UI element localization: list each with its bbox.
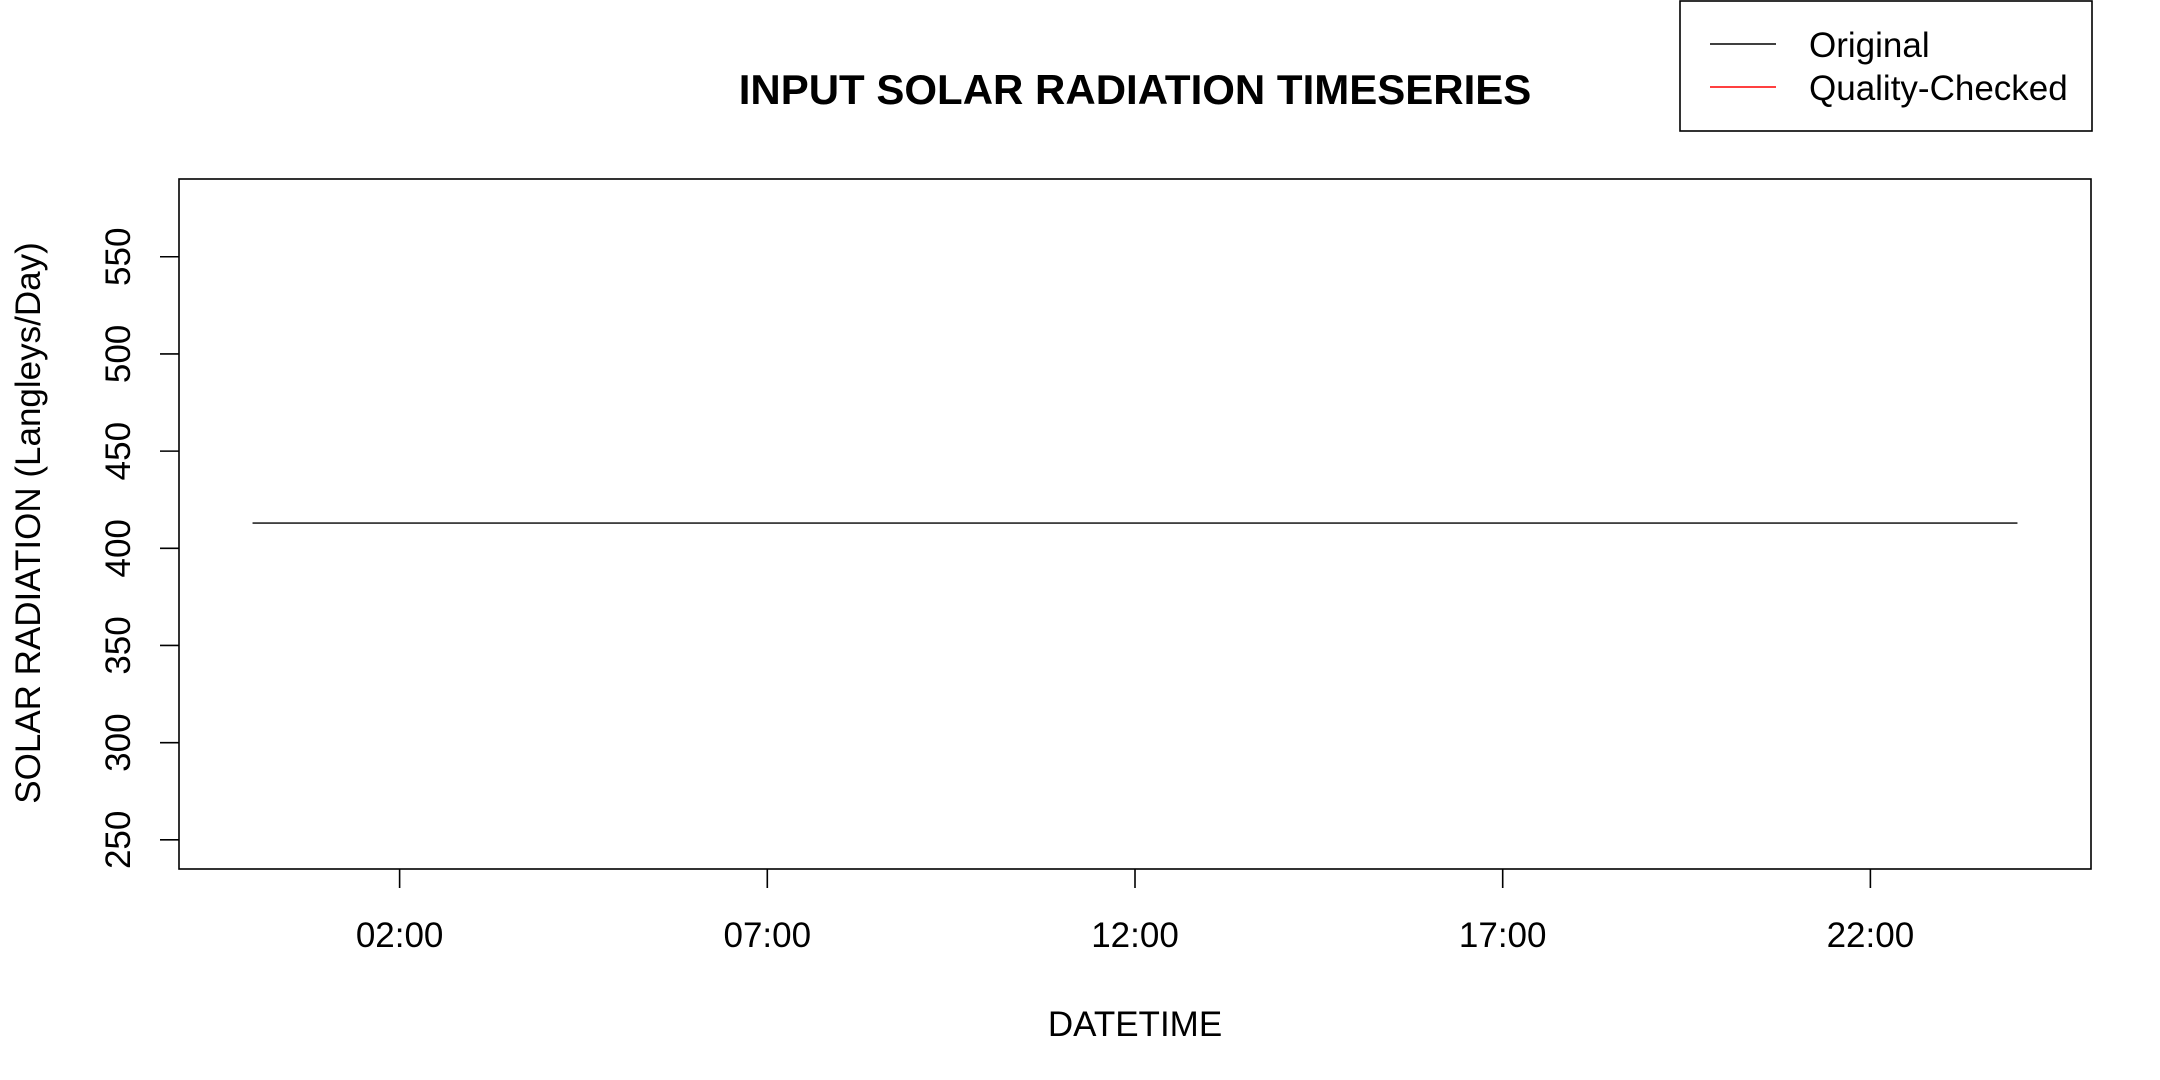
chart-title: INPUT SOLAR RADIATION TIMESERIES xyxy=(739,66,1532,113)
y-tick-label: 450 xyxy=(99,422,138,480)
x-tick-label: 12:00 xyxy=(1091,916,1179,955)
y-axis: 250 300 350 400 450 500 550 xyxy=(99,228,179,869)
legend-box xyxy=(1679,0,2093,132)
y-tick-label: 500 xyxy=(99,325,138,383)
x-tick-label: 22:00 xyxy=(1827,916,1915,955)
x-axis: 02:00 07:00 12:00 17:00 22:00 xyxy=(356,869,1914,955)
y-axis-label: SOLAR RADIATION (Langleys/Day) xyxy=(9,242,48,803)
x-axis-label: DATETIME xyxy=(1048,1005,1222,1044)
x-tick-label: 02:00 xyxy=(356,916,444,955)
plot-area xyxy=(178,178,2092,870)
x-tick-label: 07:00 xyxy=(724,916,812,955)
x-tick-label: 17:00 xyxy=(1459,916,1547,955)
y-tick-label: 400 xyxy=(99,519,138,577)
y-tick-label: 250 xyxy=(99,811,138,869)
y-tick-label: 350 xyxy=(99,616,138,674)
legend: Original Quality-Checked xyxy=(1679,0,2093,132)
y-tick-label: 300 xyxy=(99,713,138,771)
y-tick-label: 550 xyxy=(99,228,138,286)
legend-label-quality-checked: Quality-Checked xyxy=(1809,69,2068,108)
legend-label-original: Original xyxy=(1809,26,1930,65)
